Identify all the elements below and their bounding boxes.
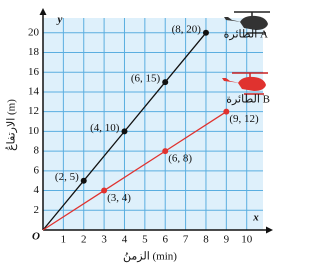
y-tick-label: 10	[28, 125, 40, 137]
x-tick-label: 6	[162, 234, 168, 246]
x-tick-label: 4	[122, 234, 128, 246]
y-tick-label: 14	[28, 85, 40, 97]
y-tick-label: 4	[34, 184, 40, 196]
origin-label: O	[32, 231, 40, 243]
y-tick-label: 8	[34, 145, 40, 157]
x-tick-label: 9	[224, 234, 230, 246]
data-point	[203, 30, 209, 36]
y-tick-label: 6	[34, 164, 40, 176]
data-label: (9, 12)	[229, 113, 259, 125]
y-axis-title: الارتفاعُ (m)	[5, 99, 18, 151]
x-tick-label: 1	[61, 234, 67, 246]
data-label: (4, 10)	[90, 122, 120, 134]
data-label: (6, 8)	[168, 153, 192, 165]
y-axis-letter: y	[56, 14, 63, 26]
data-label: (2, 5)	[55, 171, 79, 183]
x-axis-title: الزمنُ (min)	[123, 251, 177, 263]
data-label: (8, 20)	[172, 23, 202, 35]
data-label: (3, 4)	[107, 192, 131, 204]
x-tick-label: 5	[142, 234, 148, 246]
y-tick-label: 2	[34, 204, 40, 216]
x-axis-arrow	[266, 227, 273, 234]
x-axis-letter: x	[252, 212, 259, 224]
x-tick-label: 8	[203, 234, 209, 246]
y-axis-arrow	[40, 8, 47, 15]
y-tick-label: 12	[28, 105, 39, 117]
y-tick-label: 16	[28, 66, 40, 78]
x-tick-label: 10	[241, 234, 253, 246]
x-tick-label: 2	[81, 234, 87, 246]
data-point	[162, 79, 168, 85]
x-tick-label: 3	[101, 234, 107, 246]
legend-label: الطائرة A	[224, 29, 268, 41]
y-tick-label: 20	[28, 26, 40, 38]
x-tick-label: 7	[183, 234, 189, 246]
data-point	[81, 178, 87, 184]
data-label: (6, 15)	[131, 73, 161, 85]
y-tick-label: 18	[28, 46, 40, 58]
data-point	[121, 128, 127, 134]
legend-label: الطائرة B	[226, 94, 270, 106]
